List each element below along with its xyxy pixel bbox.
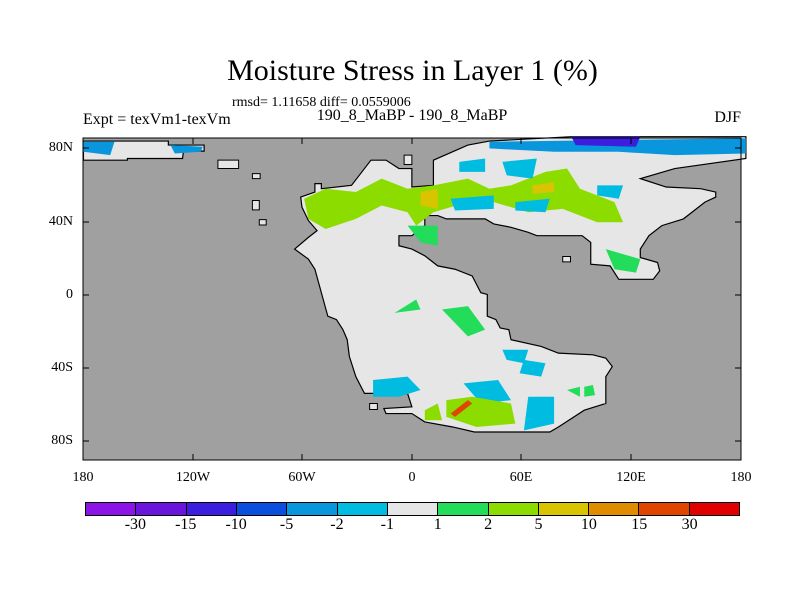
experiment-label: Expt = texVm1-texVm [83, 111, 231, 128]
colorbar-box [589, 503, 640, 515]
island [259, 220, 266, 225]
island [218, 160, 239, 168]
colorbar-label: -10 [225, 516, 247, 533]
colorbar-box [689, 503, 740, 515]
x-tick-label: 60E [509, 470, 533, 485]
colorbar-box [186, 503, 237, 515]
x-tick-label: 0 [408, 470, 416, 485]
island [370, 403, 378, 409]
colorbar-box [236, 503, 288, 515]
colorbar [85, 502, 740, 516]
y-tick-label: 40S [51, 360, 73, 375]
y-tick-label: 80N [48, 140, 73, 155]
colorbar-box [387, 503, 439, 515]
y-tick-label: 40N [48, 214, 73, 229]
colorbar-label: -5 [279, 516, 294, 533]
x-tick-label: 180 [72, 470, 94, 485]
colorbar-label: -1 [380, 516, 394, 533]
colorbar-box [287, 503, 338, 515]
colorbar-box [136, 503, 187, 515]
land-layer [83, 137, 745, 432]
island [252, 174, 260, 179]
colorbar-label: 30 [681, 516, 698, 533]
colorbar-label: -15 [175, 516, 197, 533]
x-tick-label: 180 [730, 470, 752, 485]
stats-label: rmsd= 1.11658 diff= 0.0559006 [232, 95, 411, 110]
colorbar-label: 2 [484, 516, 493, 533]
x-tick-label: 120E [616, 470, 646, 485]
colorbar-box [488, 503, 539, 515]
x-tick-label: 120W [175, 470, 211, 485]
colorbar-box [86, 503, 137, 515]
center-subtitle: 190_8_MaBP - 190_8_MaBP [316, 107, 508, 124]
colorbar-label: -2 [330, 516, 344, 533]
colorbar-label: 10 [580, 516, 597, 533]
colorbar-box [639, 503, 690, 515]
y-tick-label: 0 [66, 287, 73, 302]
y-tick-label: 80S [51, 433, 73, 448]
island [563, 256, 571, 261]
colorbar-label: -30 [124, 516, 147, 533]
island [404, 155, 412, 164]
season-label: DJF [714, 109, 741, 126]
axis-ticks [83, 138, 741, 460]
island [252, 200, 259, 209]
colorbar-label: 1 [433, 516, 442, 533]
plot-title: Moisture Stress in Layer 1 (%) [227, 54, 598, 87]
colorbar-box [438, 503, 489, 515]
colorbar-label: 15 [631, 516, 648, 533]
x-tick-label: 60W [288, 470, 316, 485]
colorbar-box [337, 503, 388, 515]
colorbar-box [538, 503, 590, 515]
anomaly-patches [83, 136, 746, 431]
colorbar-label: 5 [534, 516, 543, 533]
